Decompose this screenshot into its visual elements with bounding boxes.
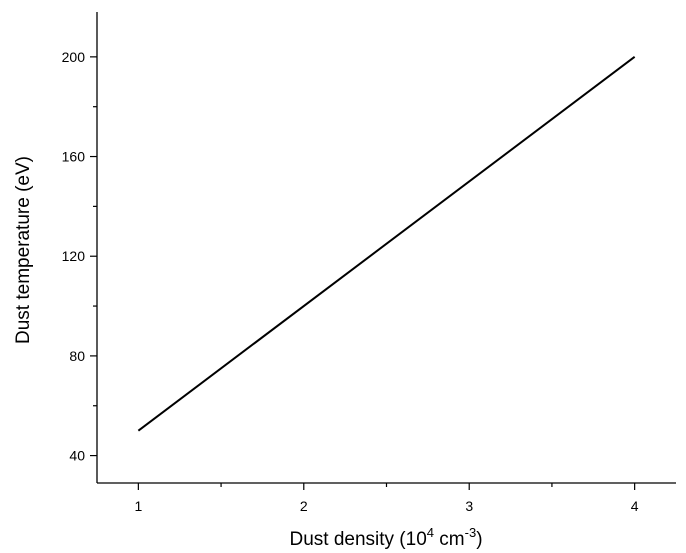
x-axis-title: Dust density (104 cm-3) <box>289 525 482 550</box>
series-line <box>137 56 636 432</box>
x-axis-title-exp1: 4 <box>427 525 434 540</box>
axes <box>96 12 676 484</box>
y-tick-label: 160 <box>62 149 86 165</box>
y-tick-label: 200 <box>62 49 86 65</box>
x-tick-label: 3 <box>465 498 473 514</box>
x-axis-title-base: Dust density (10 <box>289 529 426 550</box>
y-tick-label: 120 <box>62 248 86 264</box>
y-tick-label: 80 <box>69 348 85 364</box>
tick-labels: 1 2 3 4 40 80 120 160 200 <box>62 49 639 514</box>
y-axis-title: Dust temperature (eV) <box>13 156 34 344</box>
x-tick-label: 2 <box>300 498 308 514</box>
x-tick-label: 1 <box>134 498 142 514</box>
x-axis-title-exp2: -3 <box>465 525 477 540</box>
series <box>137 56 636 432</box>
x-axis-title-end: ) <box>476 529 482 550</box>
y-tick-label: 40 <box>69 448 85 464</box>
ticks <box>90 56 636 490</box>
x-axis-title-mid: cm <box>434 529 465 550</box>
x-tick-label: 4 <box>631 498 639 514</box>
